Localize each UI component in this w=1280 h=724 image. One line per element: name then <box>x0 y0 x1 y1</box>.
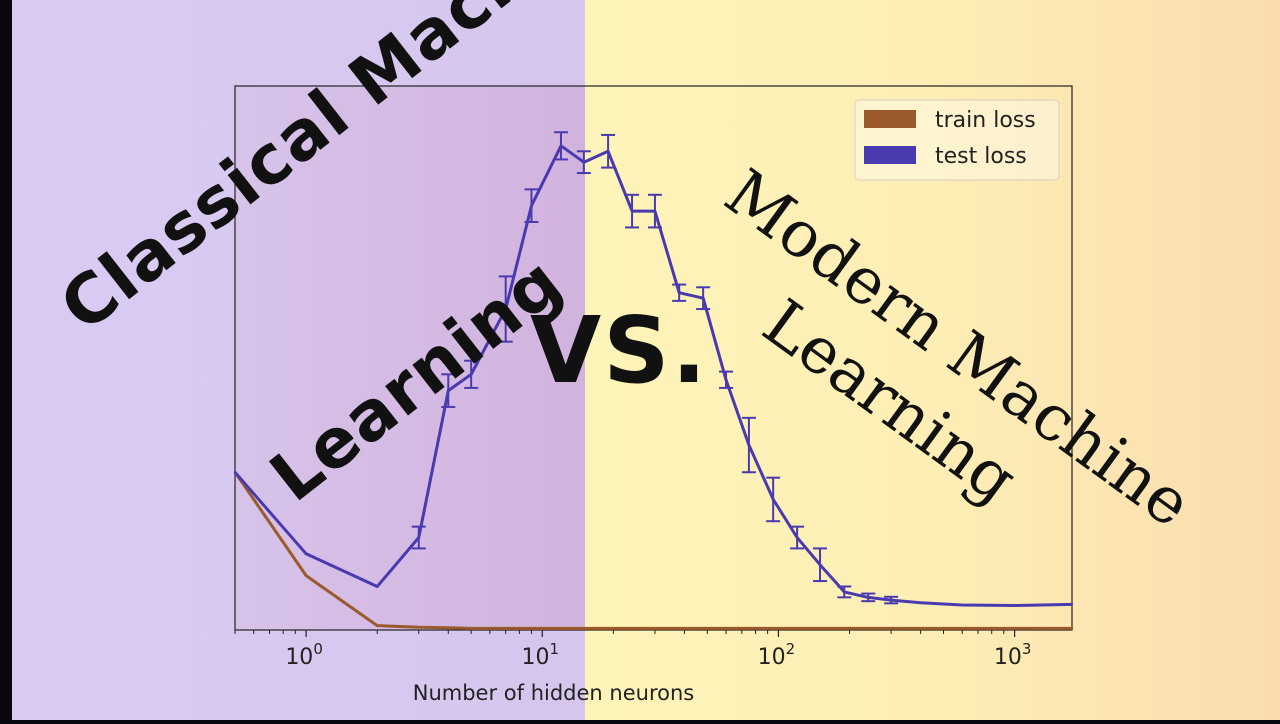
train-loss-point <box>606 627 610 630</box>
x-axis-label: Number of hidden neurons <box>413 681 694 705</box>
left-edge-bar <box>0 0 12 720</box>
train-loss-point <box>469 627 473 630</box>
test-loss-point <box>843 590 846 594</box>
legend-label-test-loss: test loss <box>935 144 1027 169</box>
plot-frame <box>234 85 1073 631</box>
train-loss-point <box>843 627 846 630</box>
test-loss-point <box>417 536 420 539</box>
train-loss-point <box>504 627 507 630</box>
train-loss-point <box>447 626 450 630</box>
test-loss-point <box>375 585 379 588</box>
test-loss-point <box>889 598 893 602</box>
test-loss-point <box>653 209 657 213</box>
train-loss-point <box>961 627 964 630</box>
train-loss-point <box>919 627 922 630</box>
x-tick-label: 100 <box>285 640 323 670</box>
train-loss-point <box>677 627 681 630</box>
train-loss-point <box>375 624 379 627</box>
train-loss-point <box>701 627 705 630</box>
train-loss-point <box>867 627 870 630</box>
test-loss-point <box>530 204 533 207</box>
test-loss-point <box>1070 603 1074 606</box>
train-loss-point <box>417 626 420 629</box>
train-loss-point <box>530 627 533 630</box>
vs-label: VS. <box>530 297 709 404</box>
test-loss-point <box>469 373 473 376</box>
test-loss-point <box>606 150 610 153</box>
test-loss-point <box>447 389 450 392</box>
train-loss-point <box>889 627 893 630</box>
x-tick-label: 103 <box>994 640 1032 670</box>
test-loss-point <box>795 536 799 539</box>
test-loss-point <box>818 563 822 566</box>
test-loss-point <box>724 378 728 381</box>
legend-swatch-train-loss <box>864 110 916 128</box>
test-loss-point <box>867 596 870 599</box>
test-loss-point <box>919 601 922 604</box>
train-loss-point <box>559 627 563 630</box>
train-loss-point <box>795 627 799 630</box>
test-loss-point <box>233 471 237 474</box>
train-loss-point <box>724 627 728 630</box>
x-tick-label: 101 <box>521 640 559 670</box>
test-loss-point <box>304 552 308 556</box>
train-loss-point <box>1013 627 1016 630</box>
test-loss-point <box>771 498 775 501</box>
test-loss-point <box>630 209 634 213</box>
train-loss-point <box>747 627 751 630</box>
test-loss-point <box>582 160 586 164</box>
train-loss-point <box>582 627 586 630</box>
test-loss-point <box>1013 604 1016 607</box>
x-tick-label: 102 <box>758 640 796 670</box>
train-loss-point <box>653 627 657 630</box>
test-loss-point <box>701 296 705 300</box>
test-loss-point <box>677 291 681 294</box>
train-loss-point <box>818 627 822 630</box>
test-loss-point <box>961 603 964 607</box>
test-loss-point <box>747 443 751 447</box>
test-loss-point <box>559 144 563 148</box>
train-loss-point <box>1070 627 1074 630</box>
legend-swatch-test-loss <box>864 146 916 164</box>
train-loss-point <box>304 574 308 577</box>
legend-label-train-loss: train loss <box>935 108 1036 133</box>
train-loss-point <box>771 627 775 630</box>
train-loss-point <box>630 627 634 630</box>
test-loss-point <box>504 307 507 311</box>
right-panel <box>585 0 1280 720</box>
